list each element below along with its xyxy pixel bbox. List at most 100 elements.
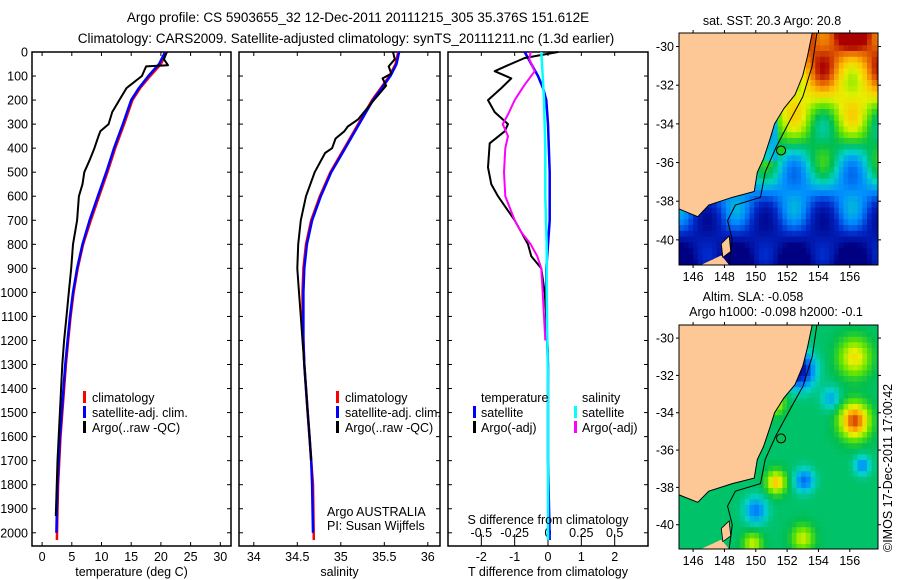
ocean-cell [829, 487, 835, 494]
ocean-cell [740, 253, 746, 260]
ocean-cell [801, 442, 807, 449]
ocean-cell [838, 358, 845, 365]
ocean-cell [857, 143, 863, 150]
ocean-cell [820, 453, 826, 460]
ocean-cell [829, 108, 835, 115]
ocean-cell [787, 224, 793, 231]
ocean-cell [773, 224, 779, 231]
ocean-cell [843, 403, 849, 410]
ocean-cell [735, 247, 741, 254]
ocean-cell [852, 330, 859, 337]
ocean-cell [805, 102, 812, 109]
ocean-cell [867, 160, 873, 167]
ocean-cell [876, 253, 878, 260]
ocean-cell [834, 364, 840, 371]
ocean-cell [787, 481, 793, 488]
ocean-cell [867, 259, 873, 265]
ocean-cell [726, 207, 732, 214]
ocean-cell [852, 509, 859, 516]
legend-swatch-climatology [83, 391, 86, 403]
ocean-cell [876, 448, 878, 455]
ocean-cell [848, 375, 854, 382]
map-y-tick-label: -30 [656, 40, 674, 54]
ocean-cell [777, 537, 783, 544]
ocean-cell [683, 236, 689, 243]
ocean-cell [876, 154, 878, 162]
ocean-cell [838, 381, 845, 388]
ocean-cell [848, 493, 854, 500]
ocean-cell [857, 247, 863, 254]
ocean-cell [862, 526, 868, 533]
ocean-cell [862, 108, 868, 115]
ocean-cell [749, 201, 755, 208]
ocean-cell [782, 207, 788, 214]
ocean-cell [791, 236, 798, 243]
ocean-cell [801, 493, 807, 500]
ocean-cell [773, 481, 779, 488]
ocean-cell [824, 85, 830, 92]
ocean-cell [782, 253, 788, 260]
x-axis-label: salinity [320, 565, 359, 579]
ocean-cell [871, 336, 877, 343]
ocean-cell [810, 403, 816, 410]
ocean-cell [791, 224, 798, 231]
ocean-cell [834, 543, 840, 549]
ocean-cell [829, 386, 835, 393]
ocean-cell [824, 509, 830, 516]
ocean-cell [838, 481, 845, 488]
series-line-salinity-satellite [540, 51, 550, 540]
ocean-cell [843, 526, 849, 533]
ocean-cell [702, 537, 708, 544]
ocean-cell [834, 131, 840, 138]
map-x-tick-label: 154 [808, 270, 829, 284]
ocean-cell [862, 247, 868, 254]
ocean-cell [848, 470, 854, 477]
ocean-cell [697, 532, 704, 539]
ocean-cell [857, 149, 863, 156]
ocean-cell [815, 481, 821, 488]
ocean-cell [791, 137, 798, 144]
ocean-cell [871, 353, 877, 360]
ocean-cell [834, 50, 840, 57]
ocean-cell [876, 143, 878, 150]
ocean-cell [758, 241, 765, 249]
ocean-cell [852, 96, 859, 104]
ocean-cell [848, 453, 854, 460]
ocean-cell [829, 253, 835, 260]
ocean-cell [876, 85, 878, 92]
ocean-cell [848, 481, 854, 488]
ocean-cell [843, 91, 849, 98]
legend-header-salinity: salinity [582, 391, 621, 405]
ocean-cell [773, 218, 779, 225]
ocean-cell [688, 241, 694, 249]
ocean-cell [810, 325, 816, 332]
ocean-cell [857, 108, 863, 115]
ocean-cell [824, 414, 830, 421]
ocean-cell [810, 442, 816, 449]
ocean-cell [829, 364, 835, 371]
ocean-cell [871, 247, 877, 254]
ocean-cell [852, 259, 859, 265]
ocean-cell [801, 437, 807, 444]
ocean-cell [782, 131, 788, 138]
ocean-cell [796, 537, 802, 544]
ocean-cell [829, 91, 835, 98]
ocean-cell [829, 44, 835, 51]
ocean-cell [848, 102, 854, 109]
ocean-cell [848, 114, 854, 121]
ocean-cell [867, 212, 873, 220]
ocean-cell [852, 143, 859, 150]
salinity-legend: climatology satellite-adj. clim. Argo(..… [327, 391, 441, 533]
ocean-cell [773, 431, 779, 438]
ocean-cell [852, 470, 859, 477]
ocean-cell [820, 437, 826, 444]
ocean-cell [782, 470, 788, 477]
ocean-cell [843, 465, 849, 472]
ocean-cell [862, 465, 868, 472]
ocean-cell [834, 62, 840, 69]
ocean-cell [744, 236, 751, 243]
ocean-cell [815, 247, 821, 254]
ocean-cell [843, 414, 849, 421]
ocean-cell [707, 498, 713, 505]
